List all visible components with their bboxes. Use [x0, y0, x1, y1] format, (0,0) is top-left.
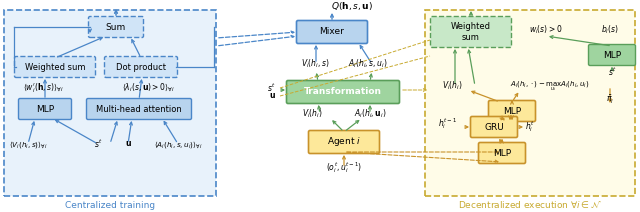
Text: $Q(\mathbf{h},s,\mathbf{u})$: $Q(\mathbf{h},s,\mathbf{u})$	[331, 0, 373, 12]
Text: Multi-head attention: Multi-head attention	[96, 105, 182, 113]
Text: $\bar{\pi}_i$: $\bar{\pi}_i$	[606, 94, 614, 106]
FancyBboxPatch shape	[589, 45, 636, 66]
Text: Centralized training: Centralized training	[65, 201, 155, 209]
Text: MLP: MLP	[493, 148, 511, 158]
FancyBboxPatch shape	[287, 81, 399, 103]
FancyBboxPatch shape	[296, 21, 367, 43]
Text: $b_i(s)$: $b_i(s)$	[601, 24, 619, 36]
Text: $V_i(h_i)$: $V_i(h_i)$	[442, 80, 463, 92]
FancyBboxPatch shape	[88, 17, 143, 38]
Text: MLP: MLP	[503, 106, 521, 116]
FancyBboxPatch shape	[470, 117, 518, 138]
Text: MLP: MLP	[603, 50, 621, 60]
Text: Weighted sum: Weighted sum	[25, 63, 85, 71]
Text: $h_i^t$: $h_i^t$	[525, 120, 535, 134]
Text: $\langle A_i(h_i,s,u_i)\rangle_{\forall i}$: $\langle A_i(h_i,s,u_i)\rangle_{\forall …	[154, 138, 202, 149]
Text: $h_i^{t-1}$: $h_i^{t-1}$	[438, 117, 458, 131]
Text: Dot product: Dot product	[116, 63, 166, 71]
Text: $V_i(h_i,s)$: $V_i(h_i,s)$	[301, 58, 330, 70]
FancyBboxPatch shape	[19, 99, 72, 120]
Text: Agent $i$: Agent $i$	[327, 135, 361, 148]
Text: $\langle \lambda_i(s,\mathbf{u})>0\rangle_{\forall i}$: $\langle \lambda_i(s,\mathbf{u})>0\rangl…	[122, 82, 175, 94]
Text: $\langle V_i(h_i,s)\rangle_{\forall i}$: $\langle V_i(h_i,s)\rangle_{\forall i}$	[9, 138, 47, 149]
Text: Weighted
sum: Weighted sum	[451, 22, 491, 42]
Text: $\mathbf{u}$: $\mathbf{u}$	[125, 139, 131, 148]
FancyBboxPatch shape	[104, 57, 177, 78]
Text: $s^t$: $s^t$	[268, 82, 276, 94]
Text: $s^t$: $s^t$	[93, 138, 102, 150]
Text: $A_i(h_i,\mathbf{u}_i)$: $A_i(h_i,\mathbf{u}_i)$	[354, 108, 386, 120]
Text: $A_i(h_i,s,u_i)$: $A_i(h_i,s,u_i)$	[348, 58, 388, 70]
Text: Mixer: Mixer	[319, 28, 344, 36]
Text: $s^t$: $s^t$	[607, 66, 616, 78]
Text: $V_i(h_i)$: $V_i(h_i)$	[301, 108, 323, 120]
Bar	[4, 10, 216, 196]
Text: $\mathbf{u}$: $\mathbf{u}$	[269, 92, 276, 100]
Text: $w_i(s)>0$: $w_i(s)>0$	[529, 24, 563, 36]
Text: Transformation: Transformation	[304, 88, 382, 96]
Text: Sum: Sum	[106, 22, 126, 32]
Text: GRU: GRU	[484, 123, 504, 131]
Text: MLP: MLP	[36, 105, 54, 113]
FancyBboxPatch shape	[479, 142, 525, 163]
FancyBboxPatch shape	[86, 99, 191, 120]
Text: $\langle w_i'(\mathbf{h},s)\rangle_{\forall i}$: $\langle w_i'(\mathbf{h},s)\rangle_{\for…	[22, 81, 63, 95]
FancyBboxPatch shape	[15, 57, 95, 78]
FancyBboxPatch shape	[431, 17, 511, 47]
Text: $(o_i^t,u_i^{t-1})$: $(o_i^t,u_i^{t-1})$	[326, 160, 362, 176]
FancyBboxPatch shape	[488, 100, 536, 121]
Text: $A_i(h_i,\cdot) - \max_{u_i} A_i(h_i,u_i)$: $A_i(h_i,\cdot) - \max_{u_i} A_i(h_i,u_i…	[510, 79, 589, 93]
Text: Decentralized execution $\forall i \in \mathcal{N}$: Decentralized execution $\forall i \in \…	[458, 200, 602, 210]
FancyBboxPatch shape	[308, 131, 380, 153]
Bar	[425, 10, 635, 196]
